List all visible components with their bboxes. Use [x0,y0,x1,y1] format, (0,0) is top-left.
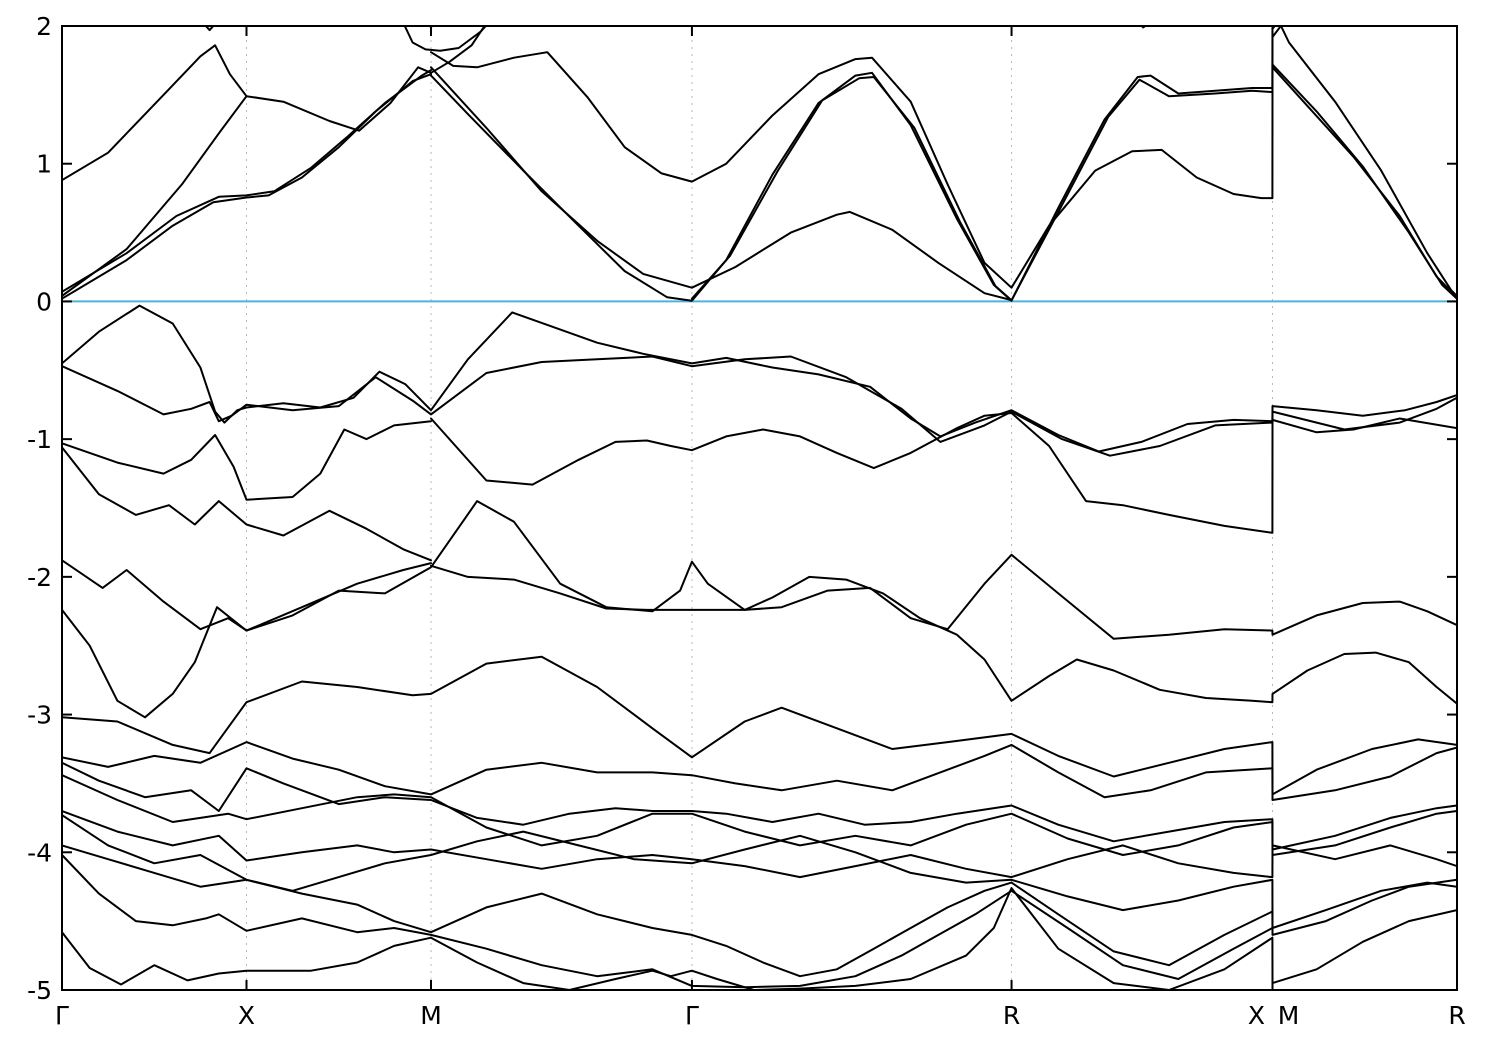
y-tick-label: 1 [36,150,52,179]
band-line-19 [430,412,1457,534]
band-line-25 [62,655,1457,796]
band-line-14 [1279,26,1457,297]
y-tick-label: -4 [27,838,52,867]
band-line-10 [430,26,1274,302]
band-line-29 [62,810,1457,879]
band-line-11 [690,26,1274,302]
band-line-28 [62,774,1457,856]
plot-border [61,25,1458,991]
band-line-5 [204,26,215,32]
band-line-18 [62,355,1457,457]
x-tick-label: R [1003,1001,1020,1030]
x-tick-label: X [238,1001,255,1030]
y-tick-label: -1 [27,425,52,454]
band-line-24 [430,564,1457,705]
x-tick-label: M [1278,1001,1300,1030]
y-tick-label: -3 [27,701,52,730]
band-line-27 [62,761,1457,851]
band-line-20 [62,420,432,501]
x-tick-label: R [1448,1001,1465,1030]
x-tick-label: Γ [685,1001,699,1030]
band-line-32 [62,854,1274,989]
band-line-12 [430,66,1013,302]
y-tick-label: 0 [36,287,52,316]
bands-group [62,26,1457,990]
band-line-3 [62,69,432,293]
band-line-15 [1271,26,1283,38]
band-line-8 [1140,26,1147,29]
band-line-0 [62,26,486,182]
band-line-13 [1271,63,1457,300]
x-tick-label: Γ [55,1001,69,1030]
y-tick-label: 2 [36,12,52,41]
band-line-1 [62,95,248,297]
y-tick-label: -5 [27,976,52,1005]
x-tick-label: M [420,1001,442,1030]
band-line-21 [62,446,432,562]
band-line-31 [62,844,1457,978]
band-line-26 [62,741,1457,801]
band-line-33 [62,887,1457,990]
y-tick-label: -2 [27,563,52,592]
band-line-4 [403,26,488,52]
x-tick-label: X [1248,1001,1265,1030]
band-line-23 [62,562,432,719]
